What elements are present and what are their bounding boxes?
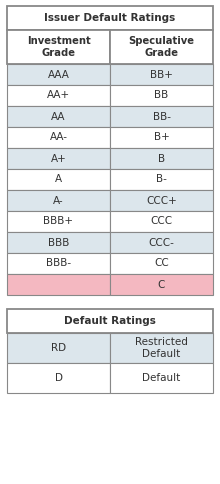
Bar (7, 6, 213, 30)
Bar (110, 148, 213, 169)
Text: Restricted
Default: Restricted Default (135, 336, 188, 360)
Bar (110, 253, 213, 274)
Text: CCC-: CCC- (148, 238, 174, 247)
Text: BB: BB (154, 91, 169, 101)
Text: A-: A- (53, 196, 64, 206)
Text: AAA: AAA (48, 70, 70, 79)
Bar (7, 106, 110, 127)
Bar (7, 363, 110, 393)
Bar (110, 127, 213, 148)
Text: BB+: BB+ (150, 70, 173, 79)
Bar (7, 148, 110, 169)
Text: B-: B- (156, 175, 167, 184)
Bar (110, 363, 213, 393)
Text: BBB-: BBB- (46, 258, 71, 269)
Bar (7, 253, 110, 274)
Text: CCC+: CCC+ (146, 196, 177, 206)
Text: AA+: AA+ (47, 91, 70, 101)
Text: Default: Default (142, 373, 181, 383)
Text: Issuer Default Ratings: Issuer Default Ratings (44, 13, 176, 23)
Bar (110, 169, 213, 190)
Text: CC: CC (154, 258, 169, 269)
Bar (7, 30, 110, 64)
Text: Speculative
Grade: Speculative Grade (128, 36, 194, 59)
Bar (110, 190, 213, 211)
Text: C: C (158, 279, 165, 289)
Text: BBB: BBB (48, 238, 69, 247)
Bar (110, 30, 213, 64)
Text: AA-: AA- (50, 133, 68, 142)
Bar (110, 64, 213, 85)
Text: B: B (158, 153, 165, 164)
Bar (110, 211, 213, 232)
Bar (110, 106, 213, 127)
Text: RD: RD (51, 343, 66, 353)
Bar (7, 333, 110, 363)
Bar (7, 211, 110, 232)
Text: AA: AA (51, 111, 66, 121)
Bar (7, 190, 110, 211)
Bar (110, 274, 213, 295)
Text: A: A (55, 175, 62, 184)
Text: Investment
Grade: Investment Grade (27, 36, 90, 59)
Text: A+: A+ (51, 153, 66, 164)
Bar (7, 309, 213, 333)
Bar (7, 64, 110, 85)
Bar (7, 274, 110, 295)
Text: Default Ratings: Default Ratings (64, 316, 156, 326)
Text: CCC: CCC (150, 216, 172, 227)
Bar (110, 232, 213, 253)
Text: BBB+: BBB+ (44, 216, 73, 227)
Bar (7, 169, 110, 190)
Text: D: D (55, 373, 62, 383)
Bar (110, 85, 213, 106)
Bar (110, 333, 213, 363)
Text: B+: B+ (154, 133, 169, 142)
Bar (7, 127, 110, 148)
Bar (7, 85, 110, 106)
Text: BB-: BB- (152, 111, 170, 121)
Bar (7, 232, 110, 253)
